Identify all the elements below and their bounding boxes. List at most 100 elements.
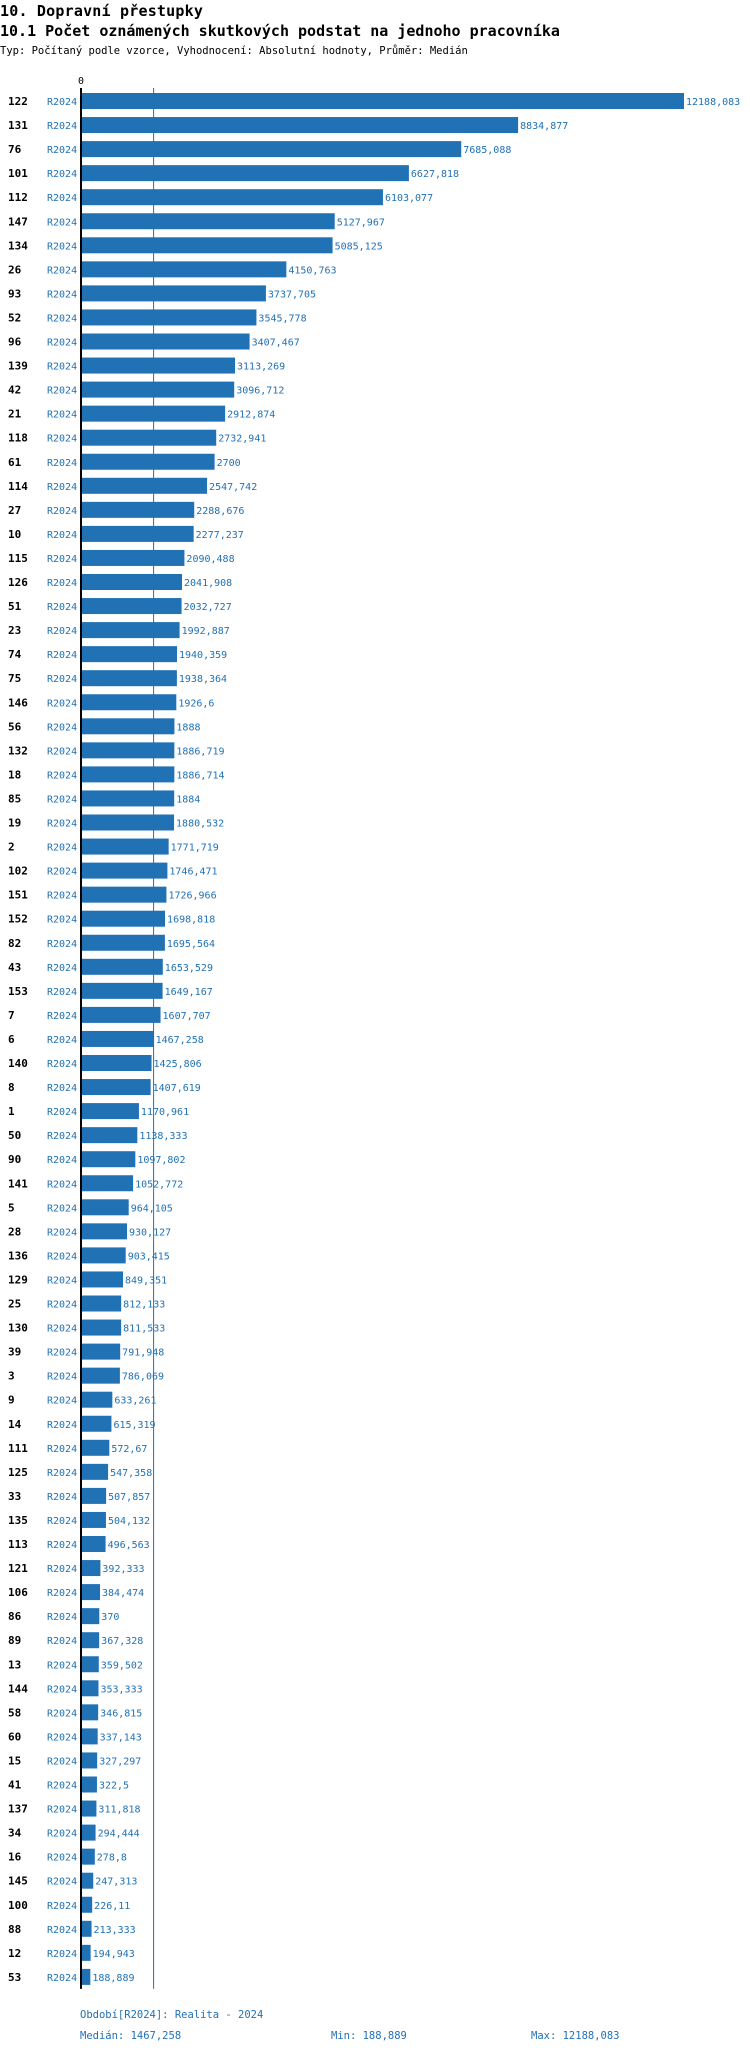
bar — [81, 742, 175, 759]
value-label: 1880,532 — [176, 819, 224, 830]
period-label: R2024 — [47, 458, 77, 469]
bar — [81, 1728, 98, 1745]
period-label: R2024 — [47, 482, 77, 493]
period-label: R2024 — [47, 794, 77, 805]
value-label: 547,358 — [110, 1468, 152, 1479]
bar — [81, 405, 226, 422]
period-label: R2024 — [47, 1372, 77, 1383]
bar — [81, 1030, 154, 1047]
value-label: 1771,719 — [171, 843, 219, 854]
bar — [81, 1103, 139, 1120]
bar — [81, 1199, 129, 1216]
period-label: R2024 — [47, 121, 77, 132]
period-label: R2024 — [47, 722, 77, 733]
period-label: R2024 — [47, 1732, 77, 1743]
period-label: R2024 — [47, 843, 77, 854]
bar — [81, 1536, 106, 1552]
category-label: 18 — [8, 768, 21, 781]
value-label: 2732,941 — [218, 434, 266, 445]
category-label: 50 — [8, 1129, 21, 1142]
category-label: 100 — [8, 1899, 28, 1912]
value-label: 811,533 — [123, 1324, 165, 1335]
value-label: 1992,887 — [182, 626, 230, 637]
value-label: 791,948 — [122, 1348, 164, 1359]
bar — [81, 790, 175, 807]
chart-title: 10.1 Počet oznámených skutkových podstat… — [0, 22, 560, 40]
period-label: R2024 — [47, 1083, 77, 1094]
period-label: R2024 — [47, 1901, 77, 1912]
category-label: 8 — [8, 1081, 15, 1094]
category-label: 111 — [8, 1442, 28, 1455]
category-label: 144 — [8, 1682, 28, 1695]
category-label: 13 — [8, 1658, 21, 1671]
period-label: R2024 — [47, 410, 77, 421]
bar — [81, 838, 169, 855]
category-label: 21 — [8, 408, 22, 421]
category-label: 137 — [8, 1803, 28, 1816]
category-label: 151 — [8, 889, 28, 902]
value-label: 1653,529 — [165, 963, 213, 974]
value-label: 2032,727 — [184, 602, 232, 613]
footer-period: Období[R2024]: Realita - 2024 — [80, 2009, 264, 2021]
category-label: 27 — [8, 504, 21, 517]
bar — [81, 1680, 99, 1697]
value-label: 4150,763 — [288, 265, 336, 276]
bar — [81, 309, 257, 326]
page-title: 10. Dopravní přestupky — [0, 2, 204, 20]
value-label: 194,943 — [93, 1949, 135, 1960]
category-label: 118 — [8, 432, 28, 445]
value-label: 1698,818 — [167, 915, 215, 926]
category-label: 42 — [8, 384, 21, 397]
value-label: 2547,742 — [209, 482, 257, 493]
bar — [81, 501, 195, 518]
period-label: R2024 — [47, 770, 77, 781]
period-label: R2024 — [47, 987, 77, 998]
category-label: 89 — [8, 1634, 21, 1647]
period-label: R2024 — [47, 1829, 77, 1840]
bar — [81, 1944, 91, 1961]
bar — [81, 1487, 107, 1504]
category-label: 41 — [8, 1779, 22, 1792]
value-label: 5085,125 — [335, 241, 383, 252]
value-label: 1052,772 — [135, 1179, 183, 1190]
period-label: R2024 — [47, 674, 77, 685]
value-label: 786,069 — [122, 1372, 164, 1383]
bar — [81, 93, 684, 109]
period-label: R2024 — [47, 1636, 77, 1647]
value-label: 367,328 — [101, 1636, 143, 1647]
period-label: R2024 — [47, 915, 77, 926]
value-label: 572,67 — [111, 1444, 147, 1455]
bar — [81, 1704, 99, 1721]
value-label: 504,132 — [108, 1516, 150, 1527]
period-label: R2024 — [47, 506, 77, 517]
bar — [81, 1511, 106, 1528]
category-label: 34 — [8, 1827, 22, 1840]
period-label: R2024 — [47, 602, 77, 613]
value-label: 2090,488 — [186, 554, 234, 565]
period-label: R2024 — [47, 313, 77, 324]
value-label: 964,105 — [131, 1203, 173, 1214]
footer-max: Max: 12188,083 — [531, 2030, 620, 2042]
value-label: 1170,961 — [141, 1107, 189, 1118]
category-label: 90 — [8, 1153, 21, 1166]
period-label: R2024 — [47, 1227, 77, 1238]
footer-median: Medián: 1467,258 — [80, 2030, 182, 2042]
bar — [81, 646, 177, 663]
period-label: R2024 — [47, 1492, 77, 1503]
category-label: 33 — [8, 1490, 21, 1503]
bar — [81, 117, 519, 134]
bar — [81, 1391, 113, 1408]
period-label: R2024 — [47, 1107, 77, 1118]
category-label: 146 — [8, 696, 28, 709]
bar — [81, 1608, 100, 1625]
value-label: 188,889 — [92, 1973, 134, 1984]
category-label: 86 — [8, 1610, 22, 1623]
period-label: R2024 — [47, 1660, 77, 1671]
period-label: R2024 — [47, 554, 77, 565]
bar — [81, 910, 166, 927]
value-label: 1097,802 — [137, 1155, 185, 1166]
value-label: 496,563 — [108, 1540, 150, 1551]
bar — [81, 1079, 151, 1096]
category-label: 76 — [8, 143, 22, 156]
